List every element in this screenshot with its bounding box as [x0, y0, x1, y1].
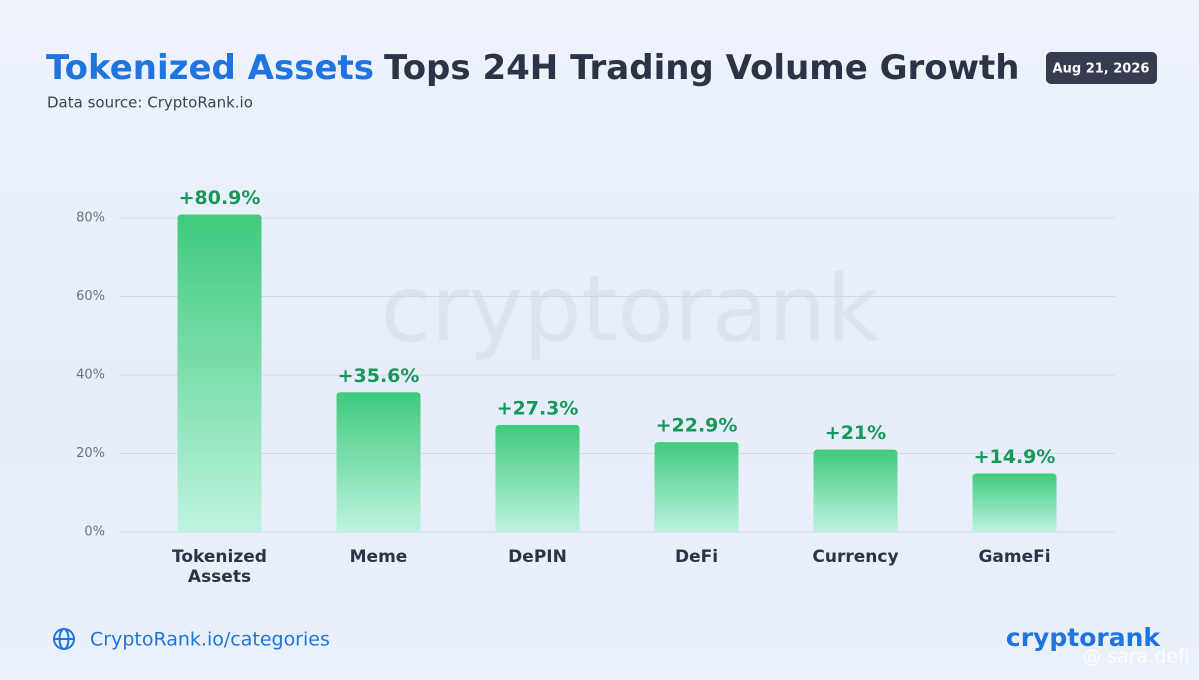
- x-tick-label: Currency: [812, 547, 899, 567]
- subtitle: Data source: CryptoRank.io: [47, 94, 253, 112]
- bar: [177, 214, 262, 532]
- bar: [972, 473, 1057, 532]
- bar: [336, 392, 421, 532]
- date-badge: [1046, 52, 1157, 84]
- bar: [654, 442, 739, 532]
- watermark: cryptorank: [380, 255, 880, 362]
- y-tick-label: 20%: [76, 446, 105, 461]
- value-label: +22.9%: [656, 415, 738, 437]
- y-tick-label: 60%: [76, 289, 105, 304]
- chart-title: Tokenized Assets Tops 24H Trading Volume …: [46, 48, 1020, 88]
- bar: [495, 424, 580, 532]
- globe-icon: [53, 628, 75, 650]
- value-label: +80.9%: [179, 187, 261, 209]
- value-label: +35.6%: [338, 365, 420, 387]
- x-tick-label: GameFi: [978, 547, 1051, 567]
- footer-link[interactable]: CryptoRank.io/categories: [90, 629, 330, 651]
- y-tick-label: 0%: [84, 525, 105, 540]
- date: Aug 21, 2026: [1053, 62, 1150, 77]
- value-label: +21%: [825, 422, 886, 444]
- value-label: +14.9%: [974, 446, 1056, 468]
- title-rest: Tops 24H Trading Volume Growth: [384, 48, 1020, 88]
- y-tick-label: 80%: [76, 211, 105, 226]
- x-tick-label: Meme: [349, 547, 408, 567]
- x-tick-label: DePIN: [508, 547, 567, 567]
- title-highlight: Tokenized Assets: [46, 48, 374, 88]
- logo: cryptorank: [1006, 623, 1161, 652]
- value-label: +27.3%: [497, 397, 579, 419]
- x-tick-label: Tokenized Assets: [172, 547, 267, 587]
- x-tick-label: DeFi: [674, 547, 719, 567]
- y-tick-label: 40%: [76, 368, 105, 383]
- bar: [813, 449, 898, 532]
- credit: @ sara.defi: [1082, 646, 1190, 668]
